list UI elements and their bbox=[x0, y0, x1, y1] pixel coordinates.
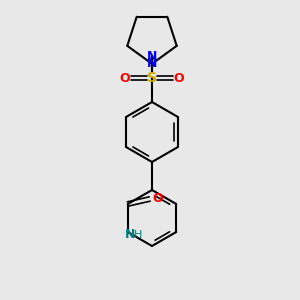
Text: O: O bbox=[120, 71, 130, 85]
Text: H: H bbox=[134, 230, 142, 240]
Text: O: O bbox=[174, 71, 184, 85]
Text: N: N bbox=[147, 50, 157, 62]
Text: N: N bbox=[147, 57, 157, 70]
Text: N: N bbox=[124, 229, 135, 242]
Text: O: O bbox=[153, 193, 164, 206]
Text: S: S bbox=[147, 71, 157, 85]
